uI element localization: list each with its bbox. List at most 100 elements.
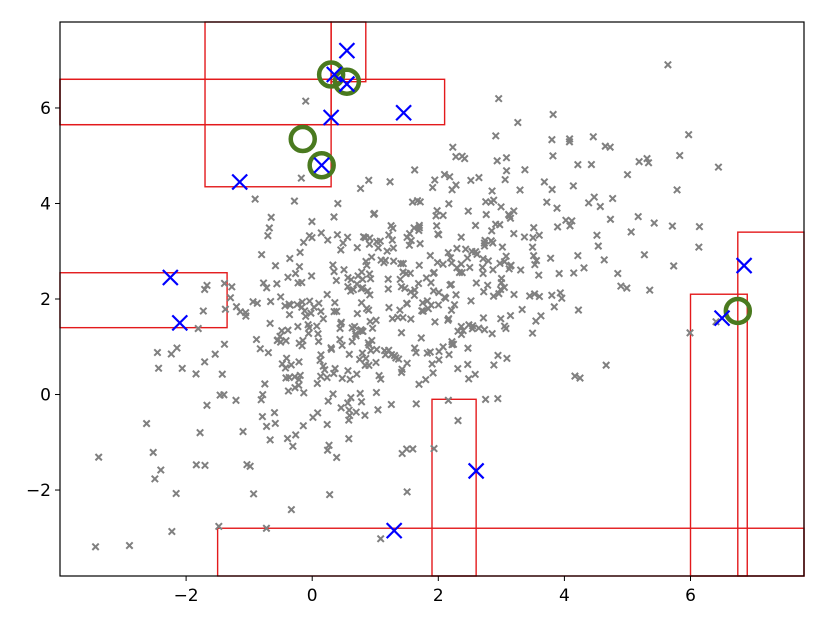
background-point (471, 221, 480, 230)
blue-x-marker-10 (713, 309, 731, 327)
background-point (399, 259, 408, 268)
background-point (448, 143, 457, 152)
background-point (483, 281, 492, 290)
region-rect-4 (59, 272, 228, 329)
background-point (307, 272, 316, 280)
background-point (358, 283, 367, 292)
background-point (491, 220, 500, 229)
background-point (249, 297, 257, 306)
background-point (156, 466, 165, 474)
background-point (304, 320, 313, 329)
background-point (694, 243, 703, 252)
x-tick-label: 2 (433, 586, 444, 606)
background-point (214, 522, 223, 531)
blue-x-marker-3 (395, 104, 412, 122)
background-point (203, 401, 211, 410)
background-point (398, 449, 407, 458)
background-point (439, 260, 447, 269)
background-point (473, 250, 481, 259)
background-point (285, 300, 293, 309)
background-point (502, 166, 511, 175)
background-point (272, 279, 281, 288)
background-point (452, 290, 460, 299)
background-point (525, 292, 534, 300)
background-point (482, 210, 491, 219)
background-point (154, 364, 163, 373)
background-point (506, 311, 515, 320)
background-point (487, 226, 496, 235)
background-point (520, 165, 529, 174)
background-point (498, 243, 507, 251)
background-point (644, 158, 653, 167)
background-point (535, 292, 544, 301)
background-point (266, 319, 275, 328)
background-point (509, 229, 518, 238)
background-point (252, 335, 261, 344)
background-point (712, 317, 720, 326)
background-point (263, 231, 272, 240)
background-point (576, 374, 584, 382)
background-point (220, 340, 229, 349)
y-axis-ticks: −2 0 2 4 6 (26, 99, 60, 501)
background-point (266, 297, 275, 306)
background-point (494, 289, 503, 298)
background-point (600, 255, 609, 264)
background-point (329, 390, 337, 398)
background-point (412, 399, 421, 408)
background-point (267, 213, 276, 222)
background-point (173, 344, 181, 352)
background-point (606, 215, 615, 224)
blue-x-marker-4 (322, 109, 340, 126)
background-point (308, 217, 316, 226)
background-point (613, 269, 622, 278)
background-point (355, 355, 364, 364)
background-point (493, 394, 502, 403)
background-point (465, 263, 474, 272)
background-point (432, 221, 441, 230)
background-point (596, 202, 605, 211)
background-point (348, 323, 357, 332)
background-point (505, 211, 514, 220)
background-point (542, 198, 551, 207)
circle-markers-layer (288, 60, 753, 326)
blue-x-marker-1 (325, 66, 343, 83)
background-point (645, 286, 654, 295)
background-point (284, 387, 293, 395)
background-point (319, 362, 328, 371)
background-point (534, 271, 543, 280)
background-point (429, 269, 438, 278)
background-point (323, 420, 332, 429)
background-point (262, 524, 271, 533)
background-point (196, 428, 204, 437)
background-point (356, 389, 365, 398)
background-point (481, 395, 490, 404)
background-point (405, 229, 414, 238)
background-point (453, 364, 462, 373)
background-point (346, 393, 355, 402)
background-point (361, 354, 370, 363)
background-point (346, 375, 355, 384)
background-point (387, 221, 396, 230)
background-point (423, 349, 432, 358)
background-point (178, 364, 187, 373)
background-point (496, 285, 505, 294)
background-point (406, 315, 415, 323)
background-point (546, 254, 555, 263)
background-point (260, 380, 269, 388)
background-point (556, 288, 565, 297)
background-point (403, 487, 412, 496)
background-point (448, 340, 456, 349)
background-point (363, 286, 372, 295)
background-point (299, 388, 308, 397)
background-point (253, 299, 262, 308)
background-point (529, 223, 538, 232)
background-point (385, 303, 393, 312)
background-point (374, 243, 383, 252)
background-point (412, 348, 420, 357)
background-point (288, 442, 297, 451)
background-points-layer (91, 60, 723, 551)
background-point (219, 390, 228, 399)
background-point (424, 304, 433, 313)
background-point (396, 275, 405, 284)
background-point (305, 297, 314, 306)
